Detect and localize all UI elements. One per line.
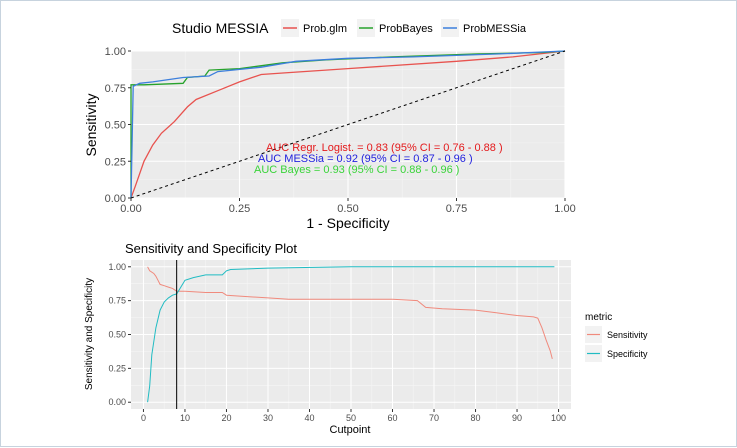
ss-y-tick-label: 0.00 [108,397,126,407]
roc-x-tick-label: 1.00 [554,203,575,215]
ss-x-tick-label: 0 [141,413,146,423]
roc-legend: Prob.glm ProbBayes ProbMESSia [281,19,527,37]
roc-series-lines [130,50,566,199]
sens-spec-series-lines [147,260,555,409]
roc-series-probmessia [130,50,566,199]
ss-x-tick-label: 100 [551,413,566,423]
sens-spec-chart: Sensitivity and Specificity Plot 0 10 20 30… [84,241,648,436]
sens-spec-legend: Sensitivity Specificity [585,326,648,362]
roc-legend-label: ProbBayes [379,23,433,35]
ss-x-tick-label: 10 [180,413,190,423]
sens-spec-title: Sensitivity and Specificity Plot [125,241,297,256]
ss-x-tick-label: 80 [471,413,481,423]
roc-y-tick-label: 0.75 [105,83,126,95]
roc-chart: Studio MESSIA Prob.glm ProbBayes ProbMESSi… [83,19,576,231]
roc-series-probbayes [130,50,566,198]
roc-auc-annotation: AUC Bayes = 0.93 (95% CI = 0.88 - 0.96 ) [254,164,459,176]
ss-y-tick-label: 0.50 [108,330,126,340]
roc-x-tick-label: 0.25 [229,203,250,215]
ss-x-tick-label: 60 [388,413,398,423]
roc-auc-annotation: AUC MESSia = 0.92 (95% CI = 0.87 - 0.96 … [258,153,473,165]
roc-legend-label: Prob.glm [303,23,347,35]
roc-x-ticks: 0.00 0.25 0.50 0.75 1.00 [120,198,576,215]
roc-y-tick-label: 0.25 [105,156,126,168]
roc-x-tick-label: 0.00 [120,203,141,215]
sens-spec-legend-title: metric [585,312,612,323]
ss-y-tick-label: 1.00 [108,262,126,272]
roc-x-tick-label: 0.75 [446,203,467,215]
sens-spec-x-ticks: 0 10 20 30 40 50 60 70 80 90 100 [141,409,566,423]
roc-y-ticks: 0.00 0.25 0.50 0.75 1.00 [105,46,131,205]
roc-legend-title: Studio MESSIA [172,20,269,36]
sens-spec-y-ticks: 0.00 0.25 0.50 0.75 1.00 [108,262,131,407]
ss-x-tick-label: 40 [304,413,314,423]
roc-y-tick-label: 0.00 [105,193,126,205]
ss-series-sensitivity [147,266,553,360]
ss-legend-label: Specificity [607,349,648,359]
roc-y-tick-label: 0.50 [105,120,126,132]
roc-x-axis-label: 1 - Specificity [306,215,389,231]
roc-auc-annotation: AUC Regr. Logist. = 0.83 (95% CI = 0.76 … [266,142,503,154]
roc-series-probglm [130,50,566,199]
roc-legend-label: ProbMESSia [463,23,527,35]
roc-x-tick-label: 0.50 [337,203,358,215]
ss-y-tick-label: 0.75 [108,296,126,306]
roc-y-tick-label: 1.00 [105,46,126,58]
ss-y-tick-label: 0.25 [108,363,126,373]
ss-series-specificity [147,266,555,403]
ss-x-tick-label: 90 [512,413,522,423]
ss-x-tick-label: 20 [221,413,231,423]
roc-y-axis-label: Sensitivity [83,93,99,156]
ss-x-tick-label: 50 [346,413,356,423]
roc-annotations: AUC Regr. Logist. = 0.83 (95% CI = 0.76 … [254,142,503,176]
ss-x-tick-label: 70 [429,413,439,423]
ss-x-tick-label: 30 [263,413,273,423]
sens-spec-y-axis-label: Sensitivity and Specificity [84,278,95,390]
sens-spec-gridlines [131,260,571,409]
roc-reference-diagonal [130,50,566,199]
ss-legend-label: Sensitivity [607,330,648,340]
sens-spec-x-axis-label: Cutpoint [330,424,371,436]
